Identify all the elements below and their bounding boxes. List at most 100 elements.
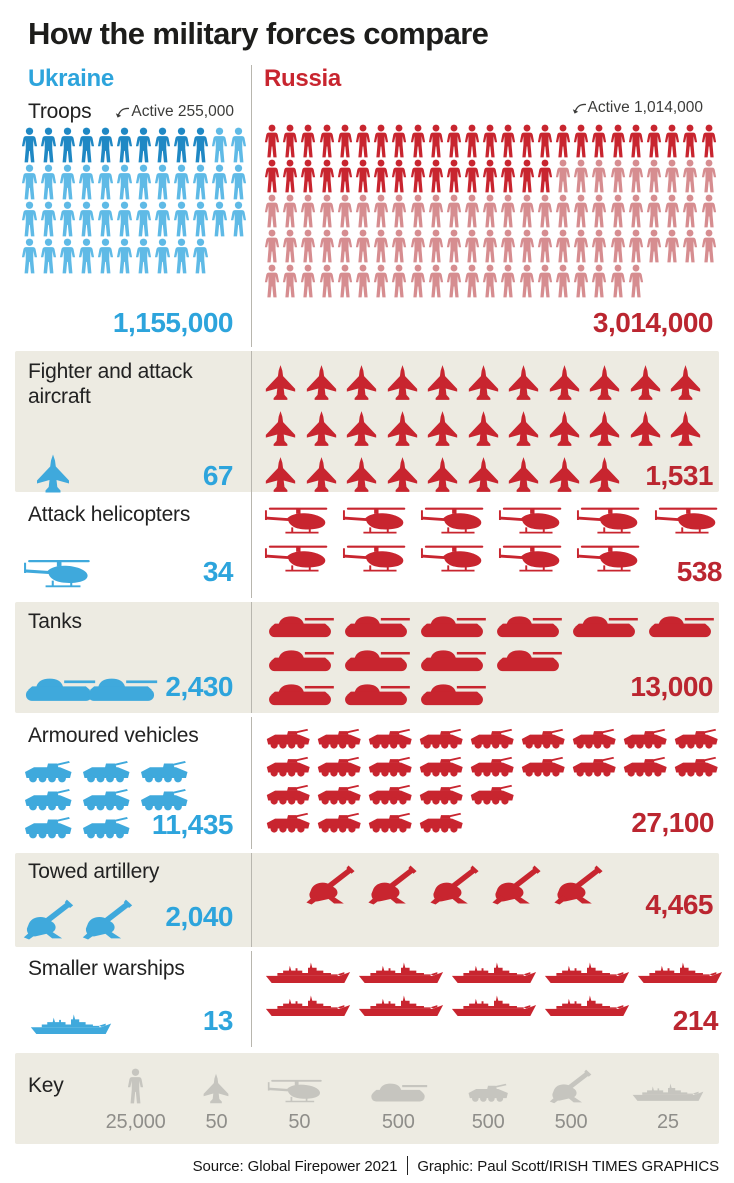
russia-troops-total: 3,014,000 <box>592 307 714 338</box>
ukraine-header-cell: Ukraine <box>15 65 251 97</box>
apc-icon <box>468 755 516 779</box>
warship-icon <box>357 992 445 1019</box>
person-icon <box>78 238 95 274</box>
person-icon <box>173 164 190 200</box>
person-icon <box>682 229 698 263</box>
column-headers: Ukraine Russia <box>15 65 719 97</box>
annotation-arrow-icon <box>116 107 130 118</box>
apc-icon <box>417 727 465 751</box>
apc-icon <box>417 755 465 779</box>
helicopter-icon <box>420 543 494 574</box>
apc-icon <box>519 755 567 779</box>
russia-artillery-value: 4,465 <box>645 889 713 920</box>
person-icon <box>610 124 626 158</box>
person-icon <box>410 124 426 158</box>
armoured-section: Armoured vehicles 11,435 27,100 <box>15 717 719 849</box>
person-icon <box>573 159 589 193</box>
person-icon <box>21 201 38 237</box>
warship-icon <box>357 959 445 986</box>
troops-russia-cell: Active 1,014,000 3,014,000 <box>251 97 719 347</box>
person-icon <box>410 159 426 193</box>
person-icon <box>664 159 680 193</box>
warships-section: Smaller warships 13 214 <box>15 951 719 1047</box>
apc-icon <box>417 783 465 807</box>
warship-icon <box>264 992 352 1019</box>
person-icon <box>573 229 589 263</box>
apc-icon <box>366 811 414 835</box>
person-icon <box>446 159 462 193</box>
warships-ukraine-cell: Smaller warships 13 <box>15 951 251 1047</box>
tank-icon <box>264 611 336 640</box>
person-icon <box>591 229 607 263</box>
apc-icon <box>264 783 312 807</box>
graphic-credit-text: Graphic: Paul Scott/IRISH TIMES GRAPHICS <box>417 1158 719 1175</box>
person-icon <box>355 229 371 263</box>
person-icon <box>537 264 553 298</box>
apc-icon <box>315 727 363 751</box>
troops-label-row: Troops Active 255,000 <box>21 97 251 124</box>
key-item-artillery: 500 <box>548 1068 594 1134</box>
armoured-ukraine-cell: Armoured vehicles 11,435 <box>15 717 251 849</box>
person-icon <box>40 127 57 163</box>
person-icon <box>519 194 535 228</box>
ukraine-column-header: Ukraine <box>28 65 114 92</box>
jet-icon <box>264 410 297 447</box>
apc-icon <box>468 783 516 807</box>
helicopters-ukraine-cell: Attack helicopters 34 <box>15 496 251 598</box>
person-icon <box>59 238 76 274</box>
person-icon <box>591 264 607 298</box>
key-item-jet: 50 <box>202 1073 230 1134</box>
person-icon <box>701 159 717 193</box>
jet-icon <box>548 364 581 401</box>
troop-row <box>264 159 719 193</box>
person-icon <box>428 159 444 193</box>
jet-icon <box>467 364 500 401</box>
jet-icon <box>426 410 459 447</box>
tank-icon <box>492 645 564 674</box>
person-icon <box>573 124 589 158</box>
annotation-arrow-icon <box>572 103 586 114</box>
icon-row <box>264 783 720 807</box>
helicopter-icon <box>576 543 650 574</box>
apc-icon <box>264 727 312 751</box>
jet-icon <box>264 364 297 401</box>
artillery-icon <box>366 864 420 905</box>
person-icon <box>410 264 426 298</box>
person-icon <box>211 127 228 163</box>
helicopters-label: Attack helicopters <box>28 503 191 526</box>
person-icon <box>428 194 444 228</box>
warship-icon <box>636 959 724 986</box>
person-icon <box>628 124 644 158</box>
troop-row <box>21 127 251 163</box>
person-icon <box>59 164 76 200</box>
helicopter-icon <box>654 505 728 536</box>
person-icon <box>646 124 662 158</box>
ukraine-helicopters-value: 34 <box>202 556 234 587</box>
icon-row <box>264 611 719 640</box>
warship-icon <box>631 1080 705 1104</box>
person-icon <box>628 194 644 228</box>
person-icon <box>428 229 444 263</box>
person-icon <box>555 264 571 298</box>
person-icon <box>78 164 95 200</box>
person-icon <box>464 194 480 228</box>
person-icon <box>300 159 316 193</box>
person-icon <box>192 127 209 163</box>
apc-icon <box>79 815 133 841</box>
person-icon <box>300 124 316 158</box>
tanks-section: Tanks 2,430 13,000 <box>15 602 719 713</box>
person-icon <box>173 238 190 274</box>
person-icon <box>337 229 353 263</box>
person-icon <box>337 264 353 298</box>
person-icon <box>628 229 644 263</box>
person-icon <box>373 124 389 158</box>
helicopter-icon <box>498 543 572 574</box>
artillery-icon <box>21 898 77 940</box>
person-icon <box>519 264 535 298</box>
person-icon <box>482 159 498 193</box>
person-icon <box>628 159 644 193</box>
person-icon <box>591 124 607 158</box>
jet-icon <box>669 364 702 401</box>
icon-row <box>264 992 724 1019</box>
person-icon <box>40 238 57 274</box>
